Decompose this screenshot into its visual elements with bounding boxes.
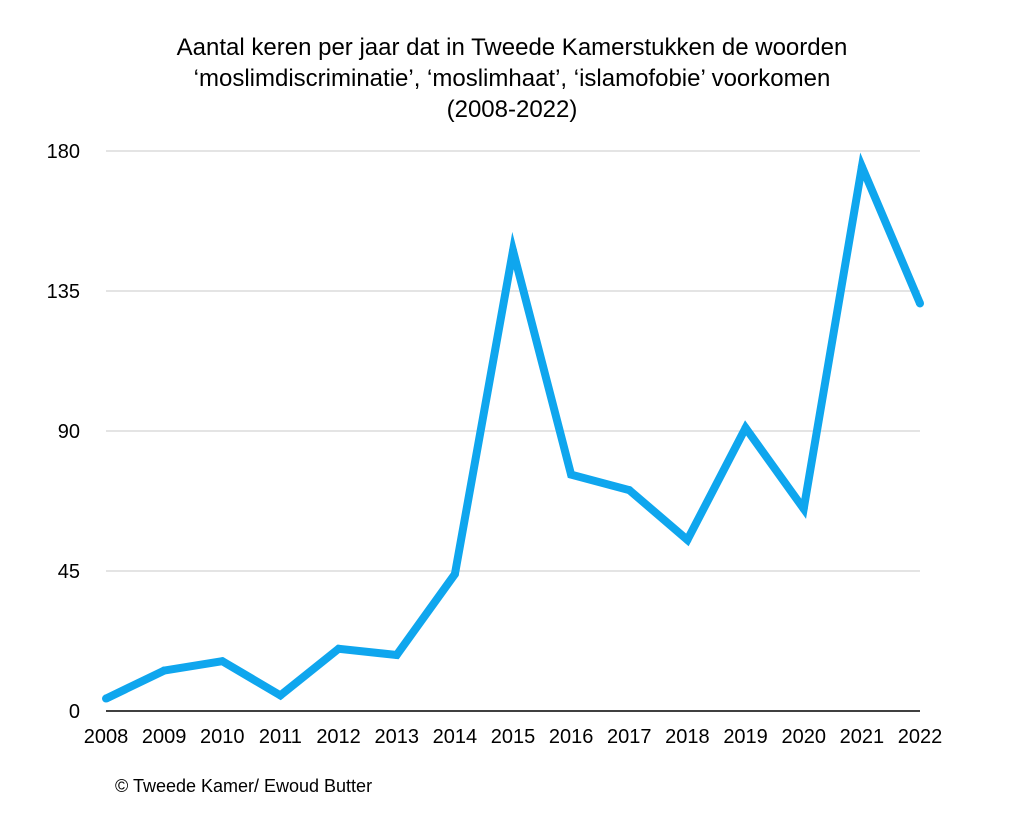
x-tick-label-2022: 2022: [898, 726, 943, 748]
x-tick-label-2016: 2016: [549, 726, 594, 748]
x-tick-label-2008: 2008: [84, 726, 129, 748]
data-point-2015: [509, 246, 517, 255]
chart-title: Aantal keren per jaar dat in Tweede Kame…: [112, 32, 912, 125]
data-point-2008: [102, 694, 110, 703]
x-tick-label-2015: 2015: [491, 726, 536, 748]
data-point-2016: [567, 470, 576, 479]
data-point-2020: [799, 504, 808, 513]
data-point-2010: [218, 657, 227, 666]
data-point-2022: [916, 299, 924, 308]
x-tick-label-2011: 2011: [259, 726, 302, 748]
title-line-3: (2008-2022): [446, 96, 578, 123]
data-point-2017: [625, 486, 634, 495]
y-tick-label-135: 135: [47, 281, 80, 303]
x-tick-label-2020: 2020: [781, 726, 826, 748]
x-tick-label-2019: 2019: [723, 726, 768, 748]
data-point-2012: [334, 644, 343, 653]
x-tick-label-2013: 2013: [374, 726, 419, 748]
x-tick-label-2017: 2017: [607, 726, 652, 748]
title-line-1: Aantal keren per jaar dat in Tweede Kame…: [176, 34, 848, 61]
x-tick-label-2018: 2018: [665, 726, 710, 748]
y-tick-label-90: 90: [58, 421, 80, 443]
x-tick-label-2021: 2021: [840, 726, 885, 748]
data-point-2011: [276, 691, 285, 700]
x-tick-label-2014: 2014: [433, 726, 478, 748]
series-line-0: [104, 152, 924, 703]
data-point-2013: [392, 651, 401, 659]
title-line-2: ‘moslimdiscriminatie’, ‘moslimhaat’, ‘is…: [193, 65, 831, 92]
data-point-2014: [450, 570, 459, 579]
data-point-2019: [741, 423, 750, 432]
data-point-2009: [160, 666, 169, 675]
x-tick-label-2012: 2012: [316, 726, 361, 748]
y-tick-label-180: 180: [47, 141, 80, 163]
data-point-2018: [683, 535, 692, 544]
x-tick-label-2010: 2010: [200, 726, 245, 748]
y-tick-label-0: 0: [69, 701, 80, 723]
y-tick-label-45: 45: [58, 561, 80, 583]
x-tick-label-2009: 2009: [142, 726, 187, 748]
data-point-2021: [857, 162, 866, 171]
credit-text: © Tweede Kamer/ Ewoud Butter: [115, 776, 373, 796]
